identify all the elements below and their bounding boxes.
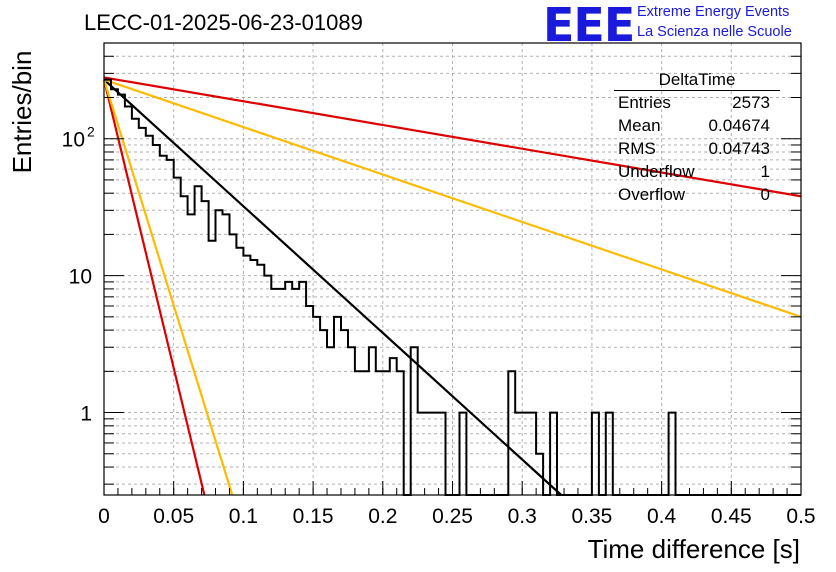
stats-key: Entries: [618, 93, 671, 112]
stats-value: 1: [760, 162, 770, 181]
fit-curves: [102, 76, 802, 496]
stats-key: Mean: [618, 116, 661, 135]
eee-logo: EEE: [543, 0, 635, 52]
fit-curve: [102, 79, 234, 496]
x-tick-label: 0.05: [153, 505, 194, 528]
fit-curve: [103, 78, 562, 496]
fit-curve: [103, 76, 802, 198]
logo-line-2: La Scienza nelle Scuole: [637, 24, 792, 40]
x-axis-label: Time difference [s]: [588, 534, 800, 564]
y-axis-label: Entries/bin: [7, 51, 37, 174]
stats-row-overflow: Overflow 0: [612, 183, 780, 206]
stats-row-mean: Mean 0.04674: [612, 114, 780, 137]
y-tick-label: 10: [69, 266, 92, 289]
x-tick-label: 0.45: [711, 505, 752, 528]
stats-row-underflow: Underflow 1: [612, 160, 780, 183]
stats-value: 2573: [732, 93, 770, 112]
y-tick-label: 1: [80, 403, 92, 426]
x-tick-label: 0.35: [571, 505, 612, 528]
x-tick-label: 0.25: [432, 505, 473, 528]
stats-key: RMS: [618, 139, 656, 158]
x-tick-labels: 0 0.05 0.1 0.15 0.2 0.25 0.3 0.35 0.4 0.45 0.5: [98, 505, 815, 528]
y-tick-exponent: 2: [87, 124, 95, 140]
stats-value: 0: [760, 185, 770, 204]
x-tick-label: 0.1: [229, 505, 258, 528]
x-tick-label: 0.3: [508, 505, 537, 528]
fit-curve: [103, 78, 802, 318]
chart-title: LECC-01-2025-06-23-01089: [84, 10, 363, 35]
stats-title: DeltaTime: [614, 70, 780, 91]
x-tick-label: 0.2: [368, 505, 397, 528]
x-tick-label: 0: [98, 505, 110, 528]
stats-row-entries: Entries 2573: [612, 91, 780, 114]
stats-row-rms: RMS 0.04743: [612, 137, 780, 160]
axis-ticks: [103, 42, 802, 495]
x-tick-label: 0.15: [293, 505, 334, 528]
logo-line-1: Extreme Energy Events: [637, 4, 790, 20]
x-tick-label: 0.4: [647, 505, 677, 528]
fit-curve: [102, 79, 206, 496]
stats-value: 0.04674: [708, 116, 770, 135]
stats-key: Underflow: [618, 162, 695, 181]
stats-box: DeltaTime Entries 2573 Mean 0.04674 RMS 0.0…: [612, 70, 780, 206]
x-tick-label: 0.5: [786, 505, 815, 528]
y-tick-label: 10: [62, 129, 85, 152]
stats-value: 0.04743: [708, 139, 770, 158]
stats-key: Overflow: [618, 185, 686, 204]
